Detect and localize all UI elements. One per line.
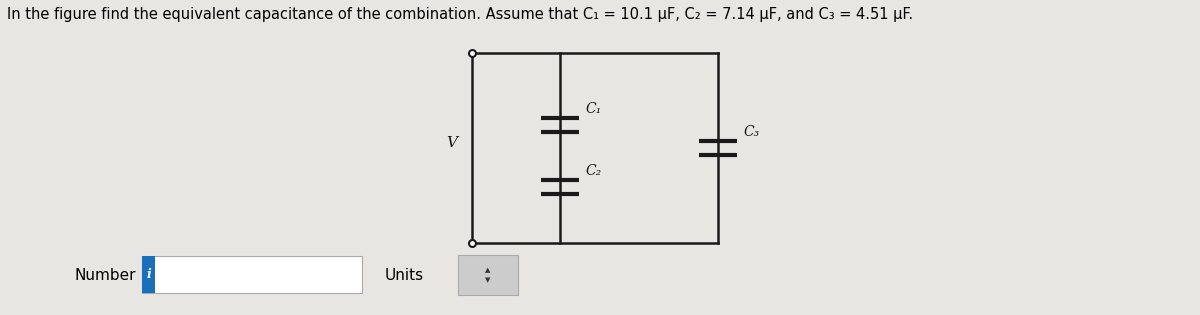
- Text: C₃: C₃: [743, 125, 760, 139]
- Text: C₁: C₁: [586, 102, 601, 116]
- Text: ▲: ▲: [485, 267, 491, 273]
- Bar: [142, 256, 362, 293]
- Text: Number: Number: [74, 267, 137, 283]
- Text: i: i: [146, 268, 151, 281]
- Text: Units: Units: [385, 267, 424, 283]
- Text: ▼: ▼: [485, 277, 491, 283]
- Bar: [142, 256, 155, 293]
- Text: In the figure find the equivalent capacitance of the combination. Assume that C₁: In the figure find the equivalent capaci…: [7, 7, 913, 22]
- Bar: [458, 255, 518, 295]
- Text: C₂: C₂: [586, 164, 601, 178]
- Text: V: V: [446, 136, 457, 150]
